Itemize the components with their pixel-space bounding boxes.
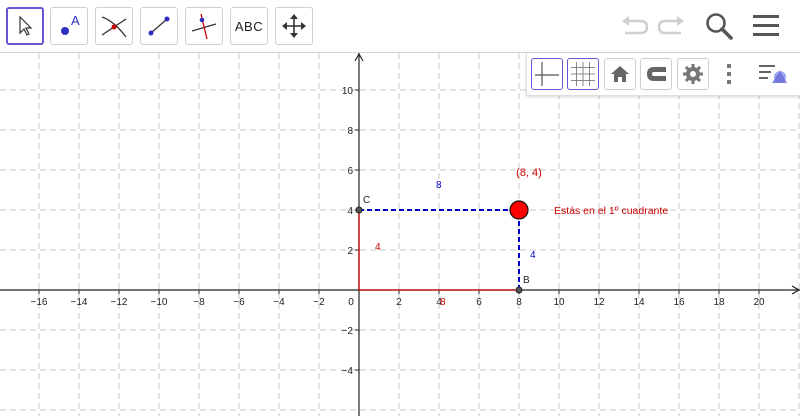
x-tick-label: 20 <box>753 297 765 308</box>
grid <box>0 53 800 416</box>
style-bar-toggle-icon <box>759 65 787 83</box>
move-graphics-view-button[interactable] <box>275 7 313 45</box>
axes-icon <box>535 62 559 86</box>
x-tick-label: 12 <box>593 297 605 308</box>
point-tool-button[interactable]: A <box>50 7 88 45</box>
text-tool-label: ABC <box>234 18 264 34</box>
x-tick-label: 14 <box>633 297 645 308</box>
x-tick-label: −10 <box>151 297 168 308</box>
length-label-bottom: 8 <box>440 297 446 308</box>
x-tick-label: −12 <box>111 297 128 308</box>
home-icon <box>611 66 629 82</box>
menu-icon <box>753 15 779 36</box>
x-tick-label: −4 <box>273 297 285 308</box>
toolbar: A ABC <box>0 0 800 53</box>
y-axis-arrow <box>354 53 364 62</box>
point-p <box>509 200 529 220</box>
x-axis-arrow <box>791 285 800 295</box>
move-tool-button[interactable] <box>6 7 44 45</box>
x-tick-label: 0 <box>348 297 354 308</box>
undo-button[interactable] <box>618 10 650 42</box>
x-tick-label: −16 <box>31 297 48 308</box>
svg-text:A: A <box>71 13 80 28</box>
segment-tool-button[interactable] <box>140 7 178 45</box>
redo-icon <box>657 16 684 35</box>
point-c-label: C <box>363 195 370 206</box>
move-arrows-icon <box>282 14 306 38</box>
show-axes-button[interactable] <box>531 58 563 90</box>
graphics-view[interactable]: −16 −14 −12 −10 −8 −6 −4 −2 0 2 4 6 8 10 12 14 16 18 20 10… <box>0 53 800 416</box>
redo-button[interactable] <box>656 10 688 42</box>
grid-icon <box>571 62 595 86</box>
standard-view-button[interactable] <box>604 58 636 90</box>
x-tick-label: −14 <box>71 297 88 308</box>
point-p-coordinates: (8, 4) <box>516 167 542 179</box>
x-tick-label: 2 <box>396 297 402 308</box>
x-tick-label: 10 <box>553 297 565 308</box>
y-tick-label: −4 <box>342 366 354 377</box>
axes <box>0 53 800 416</box>
style-bar <box>526 53 800 96</box>
search-icon <box>706 13 733 40</box>
show-grid-button[interactable] <box>567 58 599 90</box>
x-tick-label: 16 <box>673 297 685 308</box>
x-tick-label: 8 <box>516 297 522 308</box>
length-label-left: 4 <box>375 242 381 253</box>
undo-icon <box>622 16 649 35</box>
y-tick-label: −2 <box>342 326 354 337</box>
gear-icon <box>683 64 703 84</box>
x-tick-label: −2 <box>313 297 325 308</box>
search-button[interactable] <box>703 10 735 42</box>
length-label-right: 4 <box>530 250 536 261</box>
y-axis-ticks: 10 8 6 4 2 −2 −4 <box>342 86 359 377</box>
x-tick-label: 6 <box>476 297 482 308</box>
graphics-settings-button[interactable] <box>677 58 709 90</box>
point-c <box>355 206 363 214</box>
y-tick-label: 2 <box>347 246 353 257</box>
main-menu-button[interactable] <box>750 10 782 42</box>
perpendicular-icon <box>191 13 217 40</box>
text-tool-button[interactable]: ABC <box>230 7 268 45</box>
x-tick-label: −6 <box>233 297 245 308</box>
y-tick-label: 6 <box>347 166 353 177</box>
intersect-tool-button[interactable] <box>95 7 133 45</box>
magnet-icon <box>647 67 666 81</box>
y-tick-label: 4 <box>347 206 353 217</box>
intersect-icon <box>101 16 127 38</box>
pointer-icon <box>19 15 33 36</box>
more-options-button[interactable] <box>713 58 745 90</box>
x-tick-label: 18 <box>713 297 725 308</box>
segment-icon <box>148 16 170 36</box>
more-vert-icon <box>727 64 731 84</box>
x-tick-label: 4 <box>436 297 442 308</box>
point-b <box>515 286 523 294</box>
y-tick-label: 10 <box>342 86 354 97</box>
x-tick-label: −8 <box>193 297 205 308</box>
point-capturing-button[interactable] <box>640 58 672 90</box>
perpendicular-tool-button[interactable] <box>185 7 223 45</box>
point-b-label: B <box>523 275 530 286</box>
x-axis-ticks: −16 −14 −12 −10 −8 −6 −4 −2 0 2 4 6 8 10 12 14 16 18 20 <box>31 290 765 308</box>
y-tick-label: 8 <box>347 126 353 137</box>
length-label-top: 8 <box>436 180 442 191</box>
toggle-style-bar-button[interactable] <box>757 58 789 90</box>
quadrant-message: Estás en el 1º cuadrante <box>554 205 668 217</box>
point-icon: A <box>61 13 80 35</box>
